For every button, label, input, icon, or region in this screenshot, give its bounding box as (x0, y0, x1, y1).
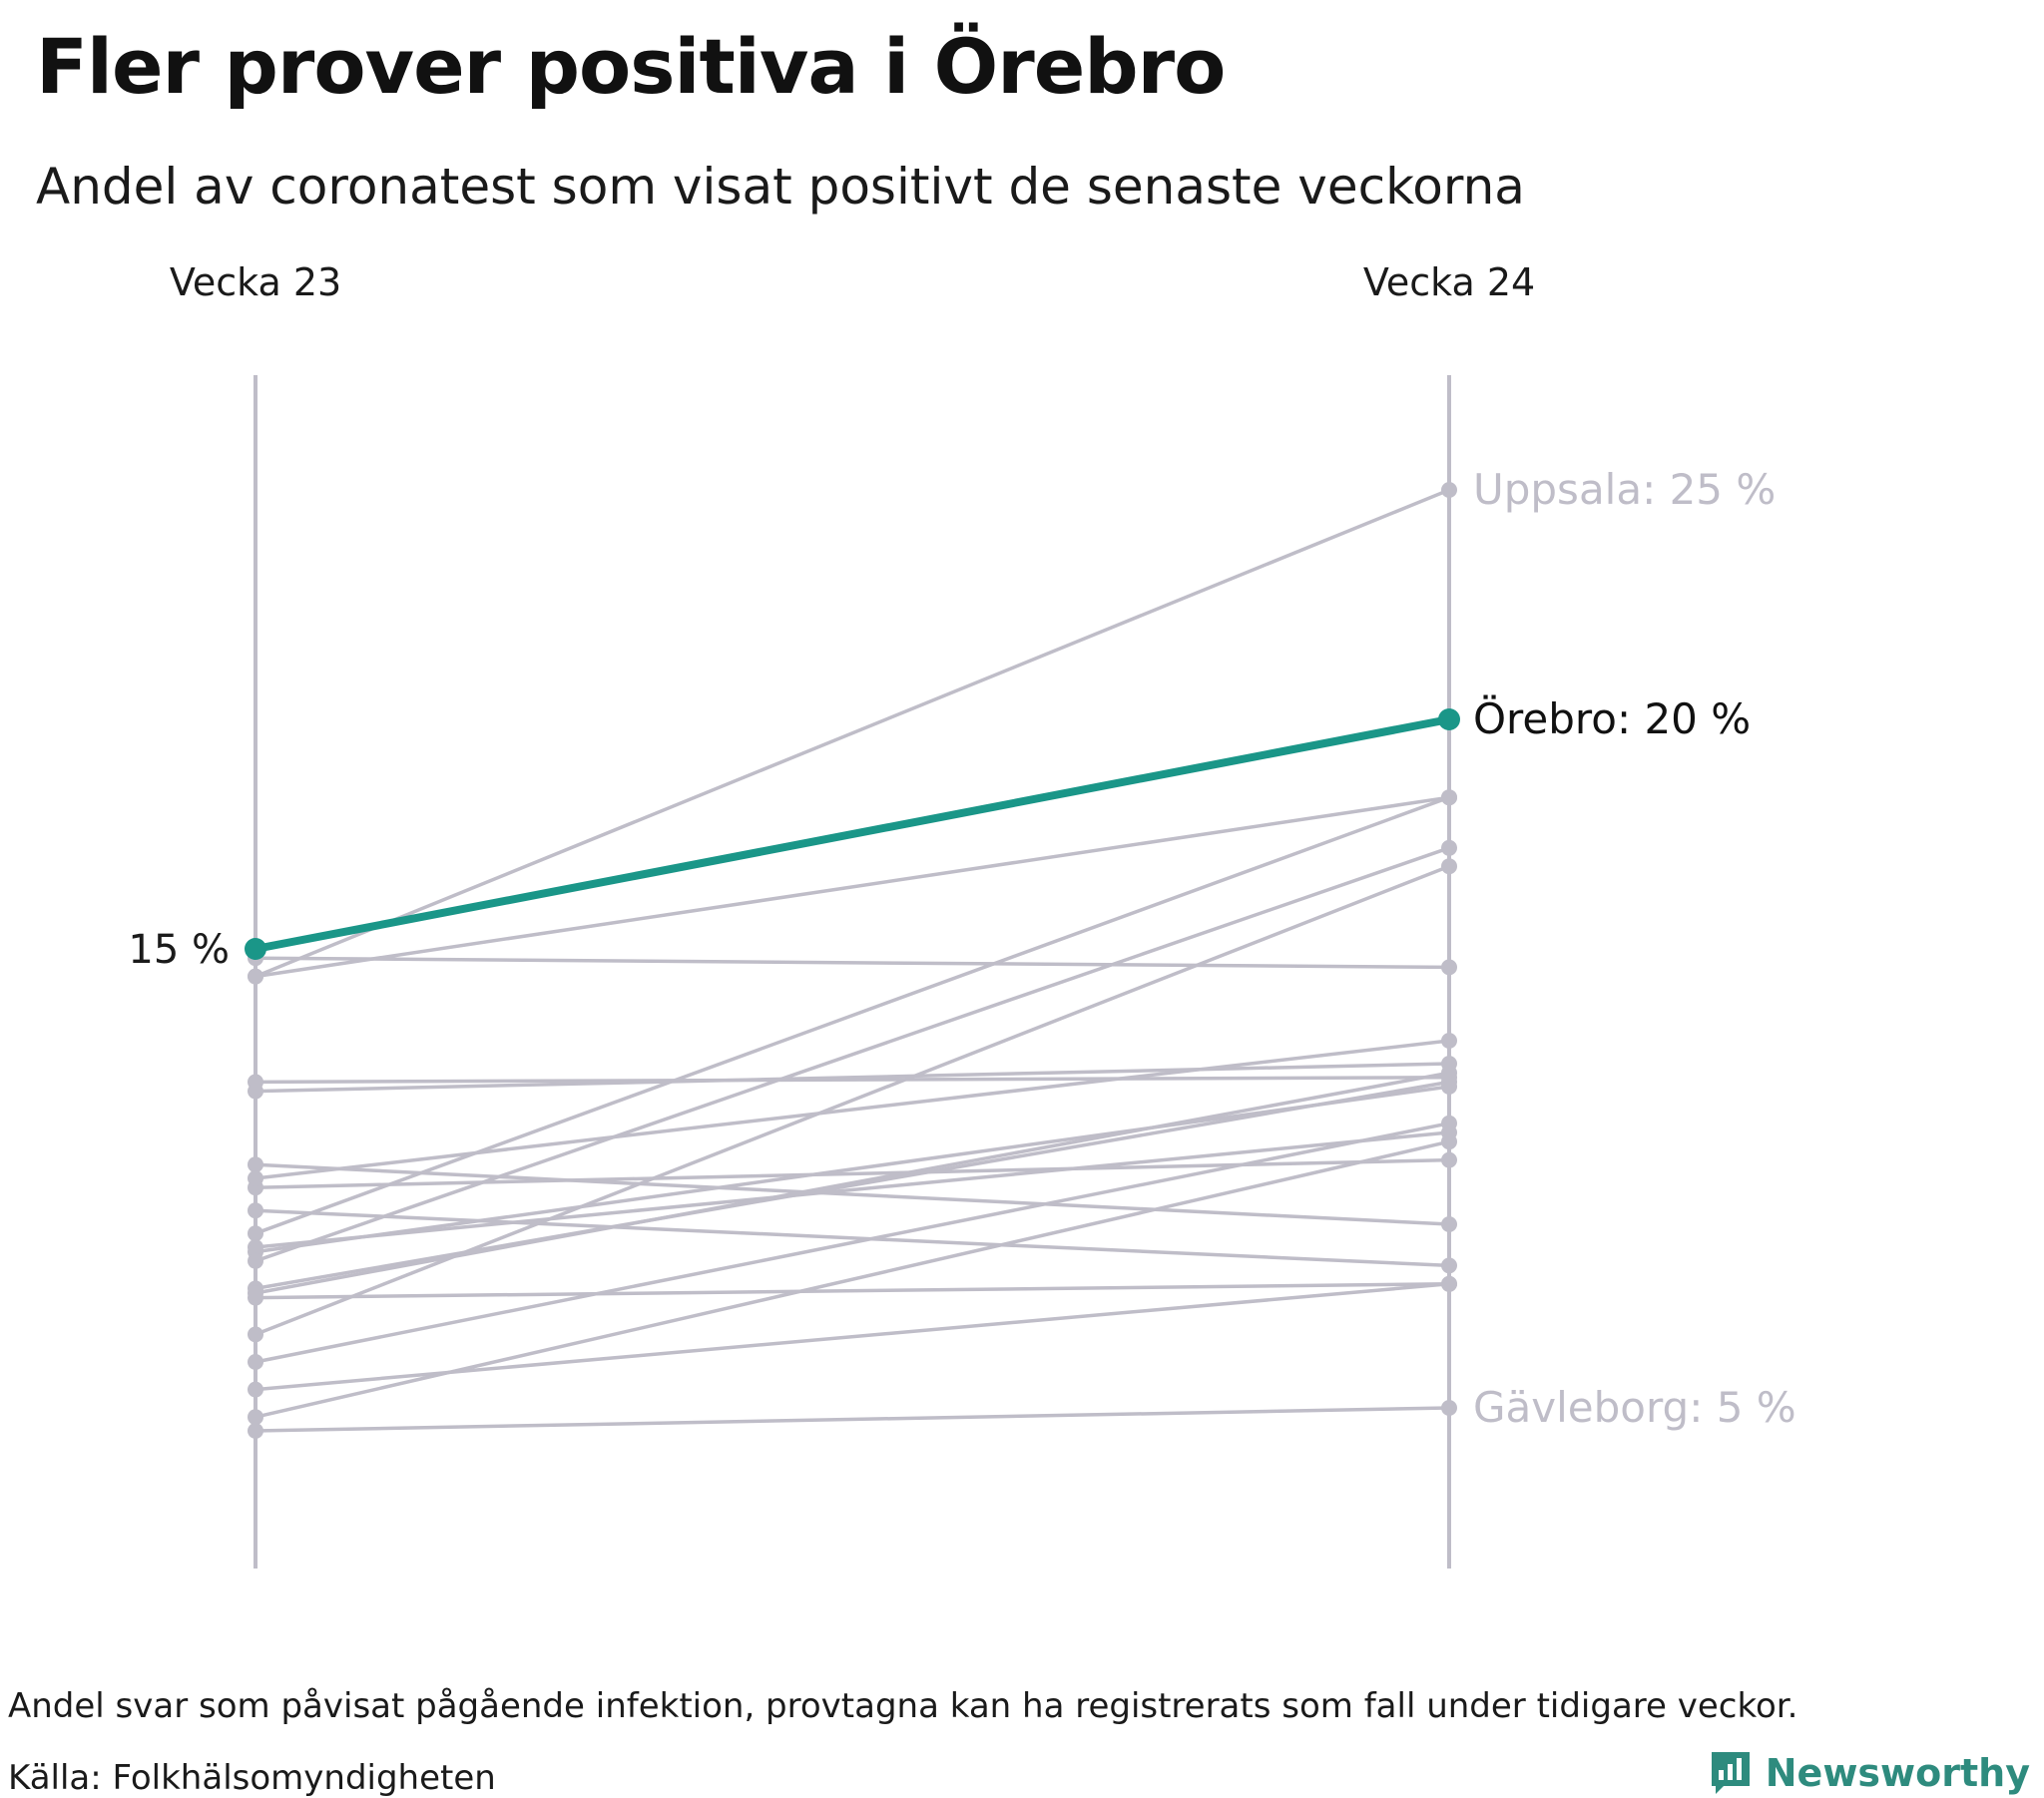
series-point-6-vecka-23 (248, 1156, 263, 1173)
x-label-vecka-24: Vecka 24 (1363, 260, 1535, 304)
brand-logo: Newsworthy (1708, 1748, 2030, 1798)
series-line-6 (255, 1162, 1450, 1226)
series-point-12-vecka-23 (248, 1252, 263, 1269)
chart-subtitle: Andel av coronatest som visat positivt d… (36, 158, 1525, 216)
series-point-16-vecka-24 (1441, 1115, 1457, 1131)
series-line-11 (255, 1085, 1450, 1254)
series-line-17 (255, 1282, 1450, 1392)
series-point-uppsala-vecka-24 (1441, 482, 1457, 498)
end-label-orebro: Örebro: 20 % (1473, 693, 1751, 743)
chart-title: Fler prover positiva i Örebro (36, 22, 1226, 111)
series-line-9 (255, 795, 1450, 1235)
series-point-17-vecka-24 (1441, 1275, 1457, 1292)
series-line-3 (255, 956, 1450, 970)
source-note: Källa: Folkhälsomyndigheten (8, 1758, 496, 1798)
series-point-9-vecka-23 (248, 1225, 263, 1242)
series-point-7-vecka-24 (1441, 1151, 1457, 1168)
series-line-14 (255, 1282, 1450, 1300)
series-point-15-vecka-24 (1441, 858, 1457, 875)
series-point-3-vecka-24 (1441, 959, 1457, 976)
series-point-gavleborg-vecka-24 (1441, 1400, 1457, 1416)
series-point-19-vecka-23 (248, 1285, 263, 1301)
series-line-2 (255, 795, 1450, 979)
series-point-17-vecka-23 (248, 1381, 263, 1398)
end-label-uppsala: Uppsala: 25 % (1473, 465, 1776, 514)
series-point-9-vecka-24 (1441, 789, 1457, 806)
series-point-18-vecka-23 (248, 1409, 263, 1426)
series-point-12-vecka-24 (1441, 839, 1457, 856)
brand-name: Newsworthy (1765, 1751, 2030, 1795)
series-point-19-vecka-24 (1441, 1065, 1457, 1082)
newsworthy-logo-icon (1711, 1752, 1750, 1794)
highlight-point-orebro-vecka-24 (1438, 708, 1460, 730)
series-point-6-vecka-24 (1441, 1216, 1457, 1232)
footnote: Andel svar som påvisat pågående infektio… (8, 1686, 1798, 1726)
series-line-5 (255, 1062, 1450, 1094)
series-line-16 (255, 1122, 1450, 1364)
series-line-10 (255, 1130, 1450, 1249)
series-line-uppsala (255, 488, 1450, 979)
highlight-layer (245, 708, 1460, 960)
series-point-16-vecka-23 (248, 1354, 263, 1370)
series-point-18-vecka-24 (1441, 1133, 1457, 1150)
series-point-gavleborg-vecka-23 (248, 1423, 263, 1439)
slope-chart: Vecka 23 Vecka 24 Uppsala: 25 % Örebro: … (128, 260, 1796, 1569)
series-line-15 (255, 864, 1450, 1337)
series-point-2-vecka-23 (248, 968, 263, 985)
series-line-12 (255, 846, 1450, 1263)
start-label-orebro: 15 % (128, 927, 230, 973)
series-point-8-vecka-23 (248, 1202, 263, 1219)
series-point-15-vecka-23 (248, 1326, 263, 1343)
series-line-20 (255, 1039, 1450, 1180)
series-line-8 (255, 1208, 1450, 1268)
series-point-20-vecka-24 (1441, 1033, 1457, 1049)
series-line-13 (255, 1080, 1450, 1291)
series-line-4 (255, 1076, 1450, 1085)
series-point-8-vecka-24 (1441, 1257, 1457, 1274)
end-label-gavleborg: Gävleborg: 5 % (1473, 1383, 1796, 1432)
series-layer (248, 482, 1457, 1439)
series-line-gavleborg (255, 1406, 1450, 1433)
highlight-point-orebro-vecka-23 (245, 938, 266, 960)
x-label-vecka-23: Vecka 23 (170, 260, 341, 304)
highlight-line-orebro (255, 715, 1450, 953)
series-point-5-vecka-23 (248, 1083, 263, 1100)
series-line-18 (255, 1139, 1450, 1419)
series-line-19 (255, 1071, 1450, 1295)
series-point-20-vecka-23 (248, 1170, 263, 1186)
